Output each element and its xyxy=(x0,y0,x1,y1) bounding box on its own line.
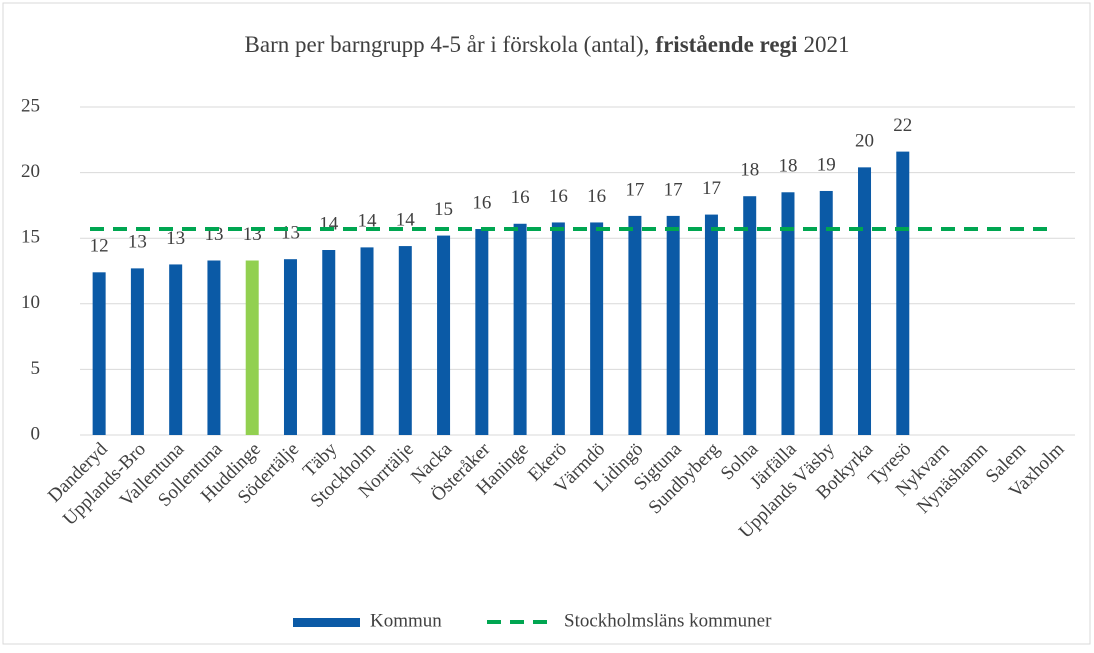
y-tick-label: 10 xyxy=(21,292,40,313)
title-part: fristående regi xyxy=(655,32,798,57)
legend-label: Kommun xyxy=(370,610,442,631)
chart-title: Barn per barngrupp 4-5 år i förskola (an… xyxy=(245,32,850,57)
y-tick-label: 20 xyxy=(21,161,40,182)
data-label: 22 xyxy=(893,115,912,136)
y-tick-label: 5 xyxy=(31,358,41,379)
data-label: 16 xyxy=(511,187,530,208)
bar xyxy=(245,260,259,435)
bar xyxy=(92,272,106,435)
data-label: 16 xyxy=(472,192,491,213)
data-label: 16 xyxy=(549,186,568,207)
bar xyxy=(360,247,374,435)
data-label: 13 xyxy=(166,228,185,249)
bar xyxy=(437,235,451,435)
data-label: 17 xyxy=(625,179,644,200)
bar xyxy=(628,215,642,435)
bar xyxy=(398,246,412,435)
bar xyxy=(704,214,718,435)
bar xyxy=(283,259,297,435)
data-label: 12 xyxy=(90,236,109,257)
data-label: 13 xyxy=(243,224,262,245)
data-label: 15 xyxy=(434,199,453,220)
bar xyxy=(819,190,833,435)
bar xyxy=(551,222,565,435)
data-label: 14 xyxy=(358,211,378,232)
data-label: 17 xyxy=(702,178,721,199)
bar xyxy=(743,196,757,435)
data-label: 13 xyxy=(281,223,300,244)
title-part: Barn per barngrupp 4-5 år i förskola (an… xyxy=(245,32,650,57)
bar xyxy=(590,222,604,435)
data-label: 18 xyxy=(740,160,759,181)
data-label: 20 xyxy=(855,131,874,152)
bar xyxy=(666,215,680,435)
bar xyxy=(207,260,221,435)
bar xyxy=(169,264,183,435)
data-label: 14 xyxy=(319,213,339,234)
bar xyxy=(781,192,795,435)
data-label: 18 xyxy=(778,156,797,177)
bar xyxy=(130,268,144,435)
data-label: 16 xyxy=(587,186,606,207)
bar xyxy=(896,151,910,435)
data-label: 14 xyxy=(396,209,416,230)
bar xyxy=(322,250,336,435)
legend-label: Stockholmsläns kommuner xyxy=(564,610,772,631)
y-tick-label: 15 xyxy=(21,227,40,248)
data-label: 13 xyxy=(204,224,223,245)
bar xyxy=(858,167,872,436)
title-part: 2021 xyxy=(803,32,849,57)
data-label: 17 xyxy=(664,179,683,200)
legend-swatch xyxy=(293,618,360,627)
y-tick-label: 25 xyxy=(21,95,40,116)
y-tick-label: 0 xyxy=(31,423,41,444)
data-label: 19 xyxy=(817,154,836,175)
data-label: 13 xyxy=(128,232,147,253)
bar xyxy=(513,223,527,435)
bar xyxy=(475,229,489,435)
